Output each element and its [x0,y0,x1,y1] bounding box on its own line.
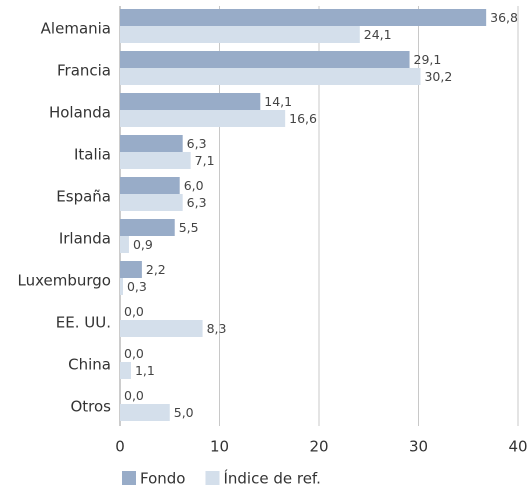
legend-label-indice-de-ref: Índice de ref. [223,469,320,488]
x-tick-label-40: 40 [508,438,527,456]
bar-indice-de-ref-italia [120,152,191,169]
category-label-luxemburgo: Luxemburgo [18,272,112,290]
category-label-irlanda: Irlanda [59,230,111,248]
data-label-fondo-irlanda: 5,5 [179,220,199,235]
bar-indice-de-ref-espana [120,194,183,211]
category-label-italia: Italia [74,146,111,164]
legend: Fondo Índice de ref. [122,469,321,488]
legend-swatch-fondo [122,471,136,485]
data-label-indice-de-ref-holanda: 16,6 [289,111,317,126]
data-label-indice-de-ref-otros: 5,0 [174,405,194,420]
data-label-indice-de-ref-alemania: 24,1 [364,27,392,42]
category-label-otros: Otros [70,398,111,416]
bar-indice-de-ref-holanda [120,110,286,127]
bar-fondo-espana [120,177,180,194]
bar-fondo-luxemburgo [120,261,142,278]
data-label-fondo-luxemburgo: 2,2 [146,262,166,277]
data-label-indice-de-ref-francia: 30,2 [424,69,452,84]
data-label-fondo-otros: 0,0 [124,388,144,403]
legend-label-fondo: Fondo [140,470,185,488]
data-label-indice-de-ref-espana: 6,3 [187,195,207,210]
category-label-alemania: Alemania [41,20,111,38]
data-label-fondo-ee-uu: 0,0 [124,304,144,319]
data-label-indice-de-ref-irlanda: 0,9 [133,237,153,252]
bar-fondo-francia [120,51,410,68]
x-tick-label-30: 30 [409,438,428,456]
bar-indice-de-ref-irlanda [120,236,129,253]
bar-fondo-holanda [120,93,261,110]
data-label-indice-de-ref-italia: 7,1 [195,153,215,168]
bar-fondo-alemania [120,9,487,26]
labels: Alemania 36,8 24,1 Francia 29,1 30,2 Holanda 14… [18,10,519,420]
category-label-holanda: Holanda [49,104,111,122]
data-label-fondo-italia: 6,3 [187,136,207,151]
category-label-espana: España [56,188,111,206]
data-label-fondo-holanda: 14,1 [264,94,292,109]
category-label-ee-uu: EE. UU. [56,314,111,332]
x-axis: 0 10 20 30 40 [115,438,527,456]
data-label-fondo-francia: 29,1 [414,52,442,67]
category-label-china: China [68,356,111,374]
legend-swatch-indice-de-ref [205,471,220,485]
bar-indice-de-ref-francia [120,68,421,85]
bars [120,9,487,421]
bar-indice-de-ref-ee-uu [120,320,203,337]
data-label-fondo-alemania: 36,8 [490,10,518,25]
data-label-indice-de-ref-ee-uu: 8,3 [207,321,227,336]
category-label-francia: Francia [57,62,111,80]
data-label-fondo-china: 0,0 [124,346,144,361]
bar-indice-de-ref-alemania [120,26,360,43]
bar-fondo-italia [120,135,183,152]
x-tick-label-20: 20 [309,438,328,456]
bar-indice-de-ref-china [120,362,131,379]
bar-indice-de-ref-luxemburgo [120,278,123,295]
data-label-indice-de-ref-luxemburgo: 0,3 [127,279,147,294]
data-label-fondo-espana: 6,0 [184,178,204,193]
x-tick-label-10: 10 [210,438,229,456]
x-tick-label-0: 0 [115,438,125,456]
bar-indice-de-ref-otros [120,404,170,421]
bar-fondo-irlanda [120,219,175,236]
data-label-indice-de-ref-china: 1,1 [135,363,155,378]
